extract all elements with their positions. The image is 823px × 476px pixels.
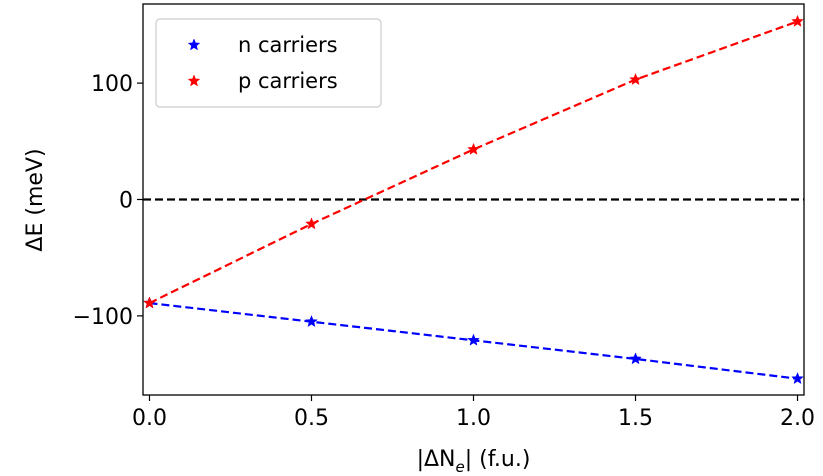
legend-marker-n-carriers [187, 38, 201, 51]
data-point-n-carriers [791, 372, 804, 385]
x-tick-label: 2.0 [780, 406, 815, 431]
y-tick-label: 0 [119, 189, 133, 214]
legend-marker-p-carriers [187, 74, 201, 87]
data-point-p-carriers [791, 14, 804, 27]
legend-label-n-carriers: n carriers [238, 33, 338, 57]
series-line-p-carriers [148, 20, 798, 305]
y-axis-label: ΔE (meV) [23, 148, 48, 251]
y-axis: −100 0 100 [73, 72, 143, 330]
data-point-n-carriers [629, 352, 642, 365]
x-axis: 0.0 0.5 1.0 1.5 2.0 [132, 395, 815, 431]
data-point-n-carriers [467, 333, 480, 346]
data-point-p-carriers [467, 142, 480, 155]
y-tick-label: −100 [73, 305, 133, 330]
data-point-p-carriers [305, 217, 318, 230]
plot-content [143, 14, 804, 385]
legend: n carriers p carriers [155, 18, 382, 108]
data-point-p-carriers [143, 296, 156, 309]
x-tick-label: 1.0 [456, 406, 491, 431]
y-tick-label: 100 [91, 72, 133, 97]
data-point-n-carriers [305, 315, 318, 328]
x-axis-label: |ΔNe| (f.u.) [417, 447, 531, 476]
x-tick-label: 0.0 [132, 406, 167, 431]
x-tick-label: 0.5 [294, 406, 329, 431]
legend-frame [155, 18, 382, 108]
legend-label-p-carriers: p carriers [238, 69, 338, 93]
x-tick-label: 1.5 [618, 406, 653, 431]
data-point-p-carriers [629, 72, 642, 86]
